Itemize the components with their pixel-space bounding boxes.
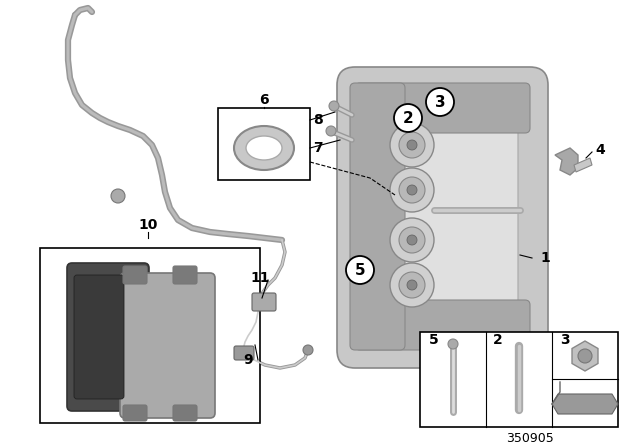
Circle shape: [399, 132, 425, 158]
Circle shape: [448, 339, 458, 349]
Text: 3: 3: [435, 95, 445, 109]
Polygon shape: [574, 158, 592, 172]
Circle shape: [407, 185, 417, 195]
Text: 2: 2: [403, 111, 413, 125]
Circle shape: [407, 235, 417, 245]
FancyBboxPatch shape: [355, 300, 530, 350]
Ellipse shape: [234, 126, 294, 170]
Ellipse shape: [246, 136, 282, 160]
FancyBboxPatch shape: [173, 266, 197, 284]
Text: 5: 5: [355, 263, 365, 277]
Circle shape: [394, 104, 422, 132]
Circle shape: [329, 101, 339, 111]
Circle shape: [390, 168, 434, 212]
Circle shape: [399, 227, 425, 253]
Text: 350905: 350905: [506, 431, 554, 444]
Text: 8: 8: [313, 113, 323, 127]
Polygon shape: [552, 394, 618, 414]
Circle shape: [390, 123, 434, 167]
Circle shape: [303, 345, 313, 355]
Text: 6: 6: [259, 93, 269, 107]
FancyBboxPatch shape: [173, 405, 197, 421]
FancyBboxPatch shape: [123, 266, 147, 284]
Text: 4: 4: [595, 143, 605, 157]
Bar: [420, 332, 618, 427]
Text: 11: 11: [250, 271, 269, 285]
Circle shape: [346, 256, 374, 284]
Bar: [40, 248, 260, 423]
Text: 5: 5: [429, 333, 439, 347]
FancyBboxPatch shape: [355, 83, 530, 133]
FancyBboxPatch shape: [67, 263, 149, 411]
Text: 1: 1: [540, 251, 550, 265]
Circle shape: [326, 126, 336, 136]
Text: 9: 9: [243, 353, 253, 367]
FancyBboxPatch shape: [234, 346, 254, 360]
Circle shape: [578, 349, 592, 363]
Polygon shape: [555, 148, 578, 175]
Circle shape: [426, 88, 454, 116]
FancyBboxPatch shape: [350, 83, 405, 350]
FancyBboxPatch shape: [74, 275, 124, 399]
Text: 10: 10: [138, 218, 157, 232]
FancyBboxPatch shape: [368, 95, 518, 345]
FancyBboxPatch shape: [252, 293, 276, 311]
Circle shape: [399, 272, 425, 298]
FancyBboxPatch shape: [120, 273, 215, 418]
Circle shape: [407, 140, 417, 150]
Text: 7: 7: [313, 141, 323, 155]
Text: 2: 2: [493, 333, 503, 347]
Bar: [218, 108, 310, 180]
Circle shape: [399, 177, 425, 203]
Text: 3: 3: [560, 333, 570, 347]
Circle shape: [111, 189, 125, 203]
FancyBboxPatch shape: [337, 67, 548, 368]
FancyBboxPatch shape: [123, 405, 147, 421]
Circle shape: [390, 218, 434, 262]
Circle shape: [390, 263, 434, 307]
Circle shape: [407, 280, 417, 290]
